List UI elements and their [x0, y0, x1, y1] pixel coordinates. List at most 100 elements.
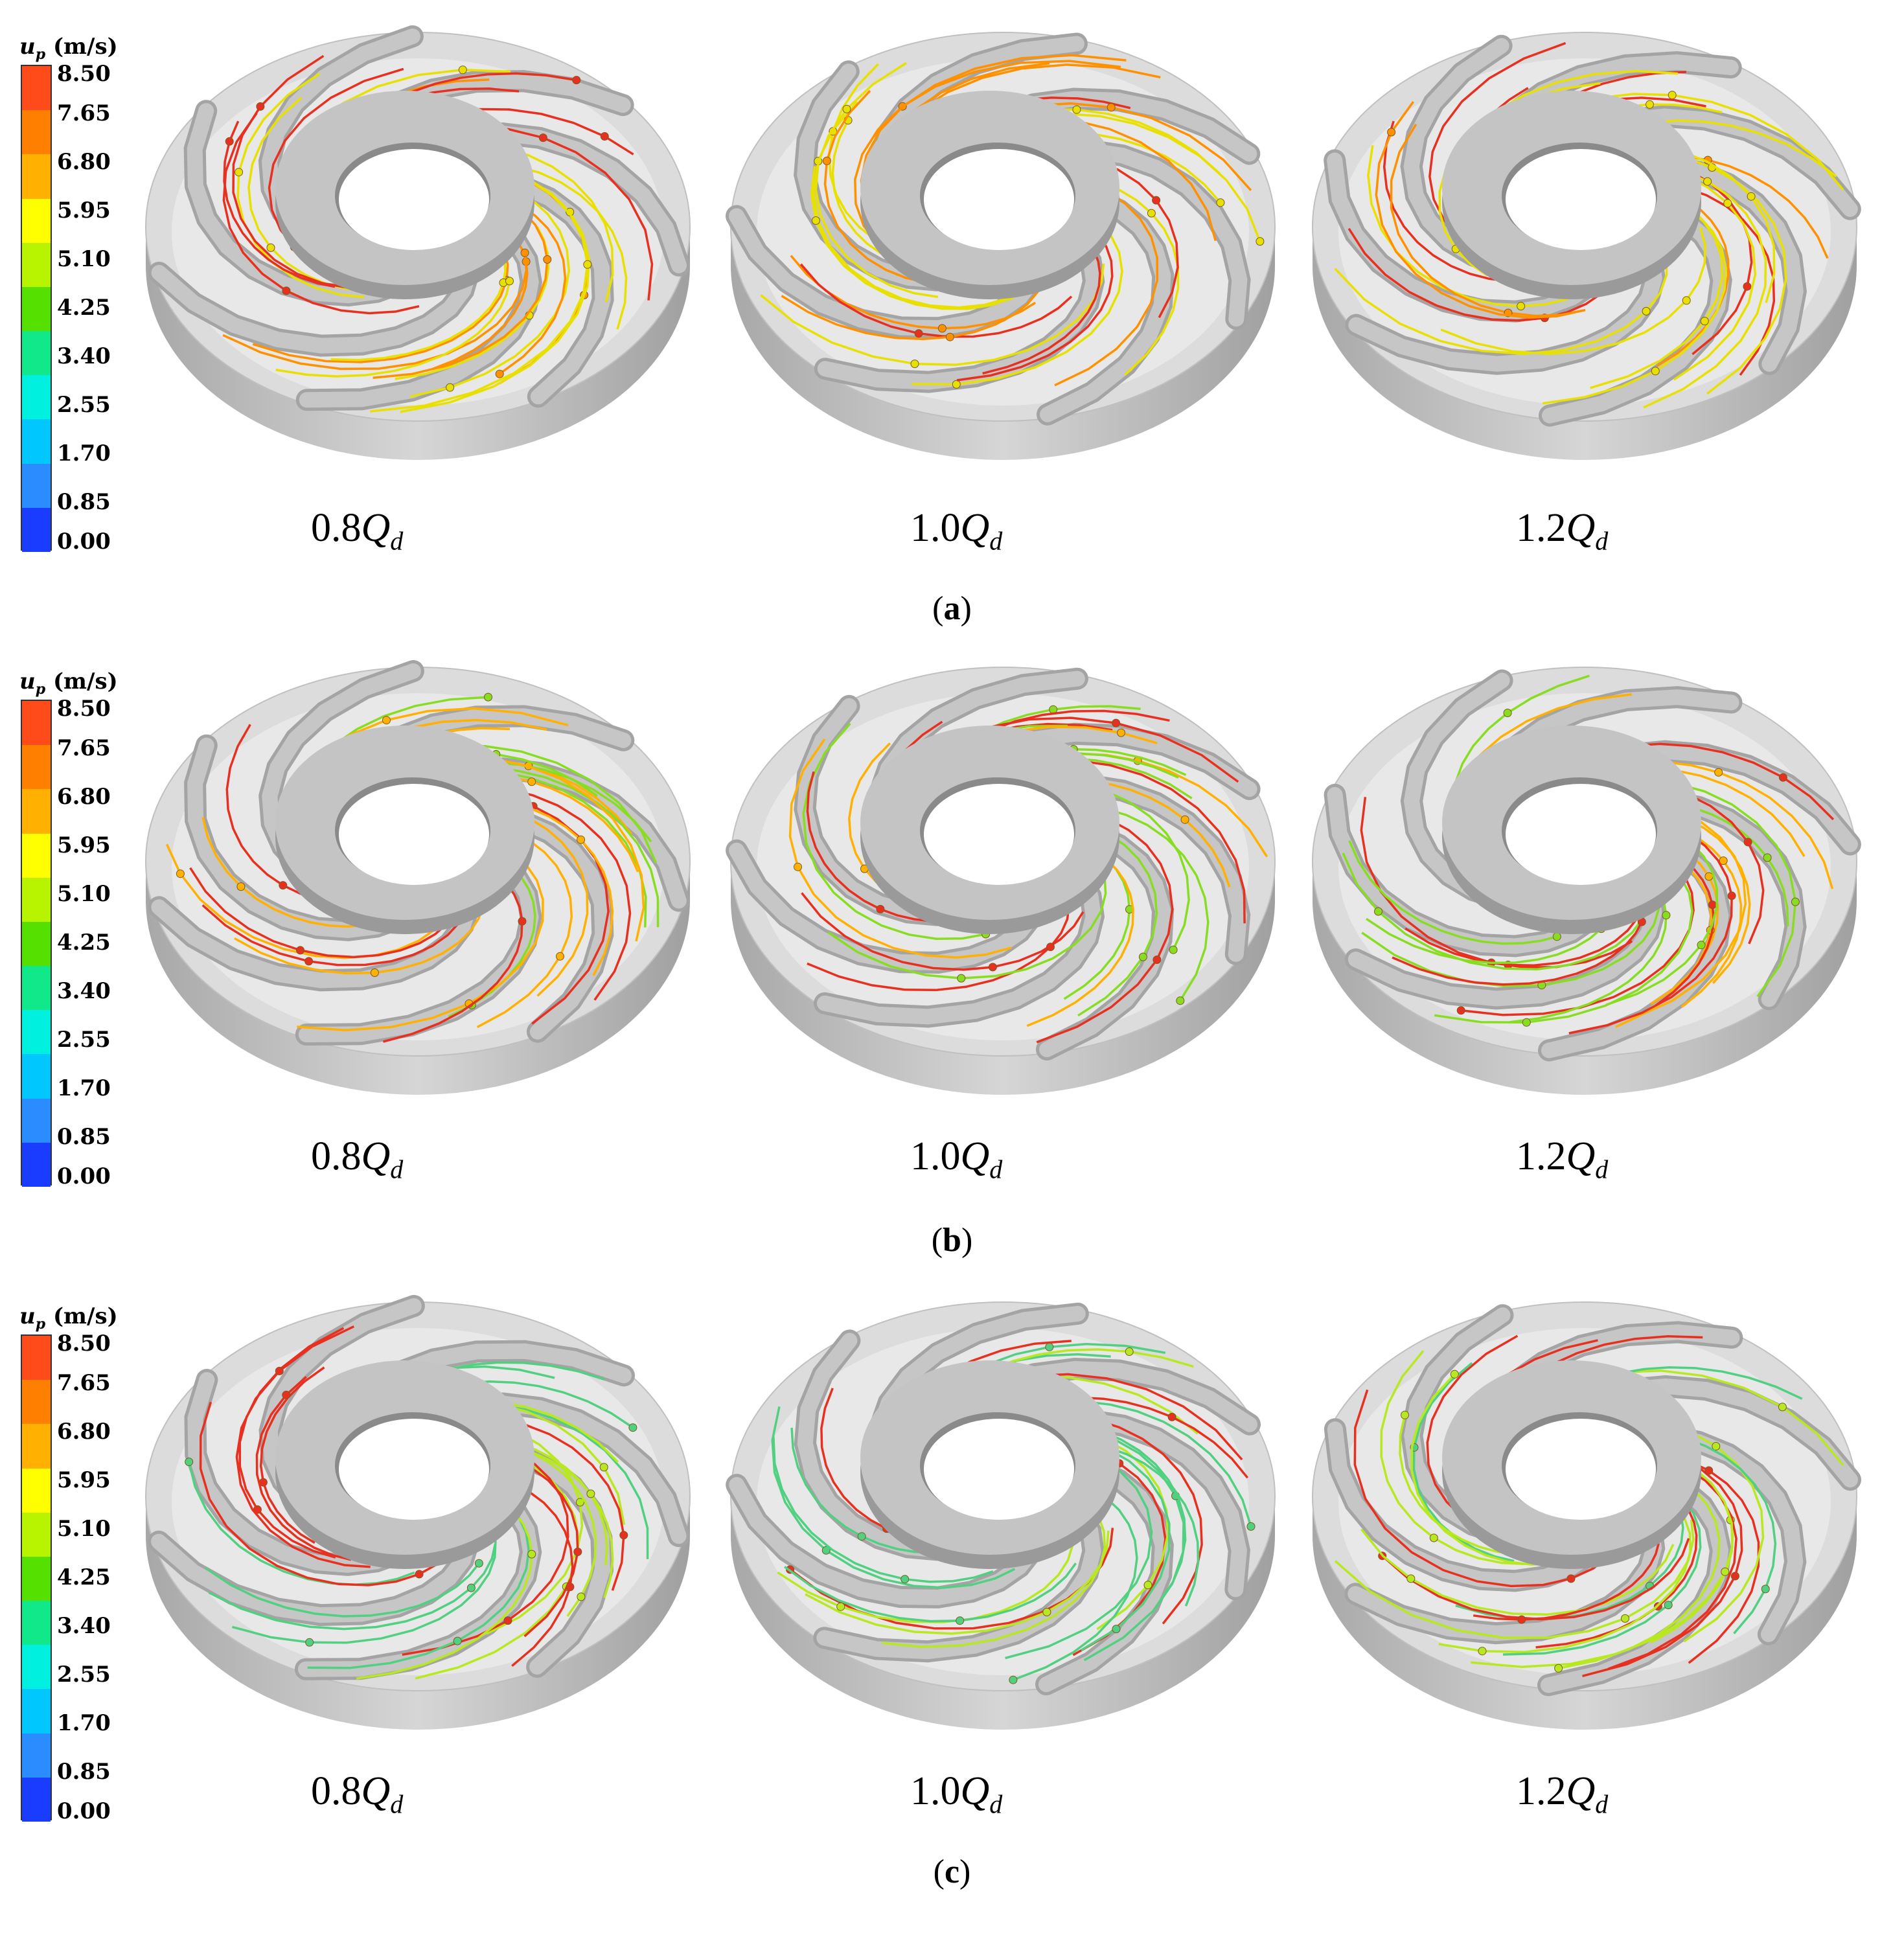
particle-marker	[1117, 728, 1125, 737]
legend-color-segment	[22, 789, 51, 834]
particle-marker	[600, 132, 609, 141]
particle-trajectory	[772, 1436, 994, 1583]
particle-trajectory	[1502, 1487, 1702, 1656]
particle-marker	[1125, 1347, 1134, 1356]
particle-trajectory	[199, 1401, 439, 1586]
legend-color-segment	[22, 1689, 51, 1734]
condition-label-1-0: 1.0Qd	[910, 1769, 1003, 1819]
particle-trajectory	[201, 817, 380, 928]
particle-trajectory	[356, 1511, 533, 1680]
condition-label-1-2: 1.2Qd	[1516, 506, 1609, 556]
particle-marker	[822, 156, 831, 165]
particle-trajectory	[882, 1503, 1107, 1648]
particle-trajectory	[275, 281, 511, 378]
panel-c: up (m/s) 8.50 7.65 6.80 5.95 5.10 4.25 3.40 2.55…	[0, 1276, 1904, 1921]
particle-marker	[577, 1592, 586, 1601]
particle-trajectory	[1440, 227, 1706, 355]
particle-marker	[1721, 1567, 1730, 1576]
particle-marker	[527, 777, 536, 786]
particle-marker	[453, 1636, 462, 1645]
particle-marker	[1719, 856, 1728, 865]
legend-color-segment	[22, 1098, 51, 1143]
legend-color-segment	[22, 921, 51, 967]
legend-color-segment	[22, 1336, 51, 1380]
particle-marker	[1112, 1625, 1121, 1634]
legend-tick-label: 5.95	[57, 832, 111, 858]
particle-trajectory	[1461, 864, 1695, 1016]
legend-tick-label: 7.65	[57, 1370, 111, 1396]
legend-color-segment	[22, 1468, 51, 1513]
particle-trajectory	[402, 1452, 569, 1656]
particle-marker	[1763, 853, 1772, 862]
particle-marker	[914, 329, 923, 338]
legend-colorbar	[21, 65, 52, 552]
particle-marker	[1712, 1442, 1721, 1450]
particle-trajectory	[1375, 100, 1583, 319]
condition-label-1-0: 1.0Qd	[910, 1134, 1003, 1184]
legend-tick-label: 3.40	[57, 343, 111, 369]
legend-color-segment	[22, 1512, 51, 1557]
particle-trajectory	[1412, 1362, 1515, 1563]
legend-color-segment	[22, 66, 51, 111]
particle-marker	[275, 1366, 284, 1375]
particle-marker	[1042, 1608, 1051, 1616]
particle-marker	[1743, 282, 1752, 291]
particle-trajectory	[201, 904, 466, 967]
impeller-blade	[187, 737, 407, 938]
legend-color-segment	[22, 1556, 51, 1601]
legend-tick-label: 2.55	[57, 1027, 111, 1053]
particle-marker	[1552, 932, 1561, 941]
condition-label-0-8: 0.8Qd	[311, 506, 404, 556]
legend-tick-label: 6.80	[57, 1419, 111, 1445]
particle-trajectory	[807, 905, 1071, 992]
particle-marker	[1009, 1675, 1018, 1684]
legend-tick-label: 5.95	[57, 1467, 111, 1493]
particle-marker	[236, 882, 246, 891]
particle-marker	[1778, 773, 1787, 782]
particle-trajectory	[370, 170, 589, 413]
particle-marker	[1668, 91, 1677, 100]
particle-marker	[1072, 105, 1081, 114]
particle-marker	[185, 1458, 194, 1467]
particle-marker	[945, 332, 954, 341]
legend-tick-label: 0.00	[57, 1163, 111, 1189]
particle-marker	[573, 1548, 582, 1556]
particle-marker	[1697, 941, 1706, 950]
particle-marker	[176, 869, 185, 878]
particle-marker	[474, 1559, 483, 1568]
particle-marker	[1761, 1585, 1770, 1594]
particle-marker	[575, 1498, 584, 1507]
panel-b: up (m/s) 8.50 7.65 6.80 5.95 5.10 4.25 3.40 2.55…	[0, 641, 1904, 1286]
hub-bore	[924, 149, 1074, 250]
impeller-0-8	[133, 648, 703, 1114]
impeller-1-0	[718, 13, 1288, 479]
particle-marker	[520, 248, 529, 257]
particle-marker	[1147, 209, 1156, 218]
impeller-blade	[151, 264, 477, 354]
particle-marker	[1703, 177, 1712, 186]
particle-marker	[1682, 296, 1691, 305]
particle-trajectory	[806, 771, 932, 922]
panel-label-c: (c)	[933, 1853, 971, 1890]
particle-marker	[1152, 196, 1161, 205]
particle-marker	[415, 1570, 424, 1579]
legend-color-segment	[22, 154, 51, 199]
particle-marker	[484, 693, 492, 702]
legend-color-segment	[22, 1733, 51, 1778]
particle-trajectory	[1471, 1467, 1734, 1668]
legend-color-segment	[22, 966, 51, 1011]
particle-marker	[1723, 199, 1732, 208]
particle-marker	[937, 324, 946, 333]
legend-tick-label: 8.50	[57, 696, 111, 722]
particle-trajectory	[1360, 797, 1633, 969]
impeller-blade	[1348, 887, 1662, 1007]
particle-trajectory	[382, 882, 523, 1043]
particle-marker	[1478, 1647, 1487, 1656]
condition-label-1-2: 1.2Qd	[1516, 1134, 1609, 1184]
particle-marker	[811, 216, 820, 225]
legend-tick-label: 8.50	[57, 61, 111, 87]
particle-marker	[304, 957, 314, 966]
particle-marker	[1450, 1369, 1459, 1379]
particle-marker	[282, 1390, 291, 1399]
legend-tick-label: 2.55	[57, 1662, 111, 1688]
